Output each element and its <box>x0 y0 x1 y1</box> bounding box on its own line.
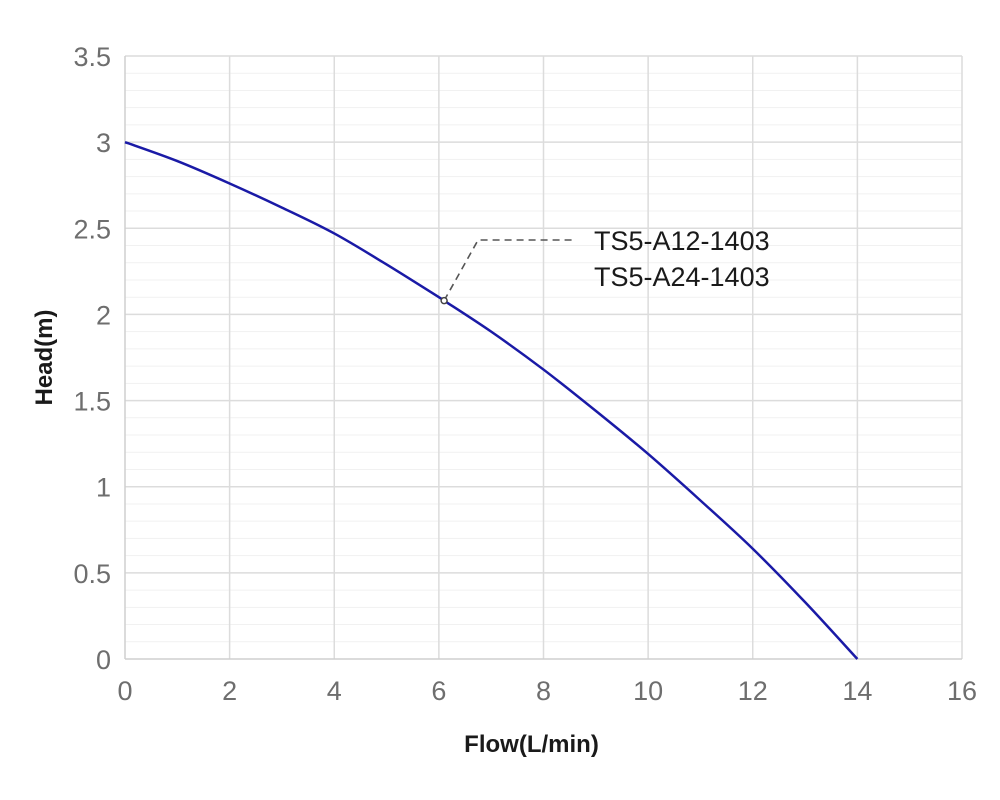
head-curve-line <box>124 140 859 660</box>
major-gridlines <box>125 55 963 659</box>
x-tick-label: 0 <box>117 676 132 706</box>
y-axis-title: Head(m) <box>31 309 58 405</box>
y-tick-label: 0.5 <box>73 559 111 589</box>
x-tick-label: 6 <box>431 676 446 706</box>
x-tick-label: 14 <box>842 676 872 706</box>
y-tick-labels: 0 0.5 1 1.5 2 2.5 3 3.5 <box>73 42 111 675</box>
annotation-point-marker <box>440 296 448 305</box>
annotation-leader-line <box>443 239 575 302</box>
y-tick-label: 1.5 <box>73 387 111 417</box>
y-tick-label: 3 <box>96 128 111 158</box>
x-tick-label: 8 <box>536 676 551 706</box>
axes <box>124 56 962 660</box>
y-tick-label: 3.5 <box>73 42 111 72</box>
y-tick-label: 2.5 <box>73 214 111 244</box>
annotation-label-model-1: TS5-A12-1403 <box>594 226 770 256</box>
x-tick-label: 12 <box>738 676 768 706</box>
y-tick-label: 2 <box>96 300 111 330</box>
x-tick-label: 16 <box>947 676 977 706</box>
x-tick-label: 4 <box>327 676 342 706</box>
y-tick-label: 0 <box>96 645 111 675</box>
x-axis-title: Flow(L/min) <box>464 731 599 758</box>
x-tick-label: 10 <box>633 676 663 706</box>
y-tick-label: 1 <box>96 473 111 503</box>
x-tick-label: 2 <box>222 676 237 706</box>
x-tick-labels: 0 2 4 6 8 10 12 14 16 <box>117 676 977 706</box>
annotation-label-model-2: TS5-A24-1403 <box>594 262 770 292</box>
